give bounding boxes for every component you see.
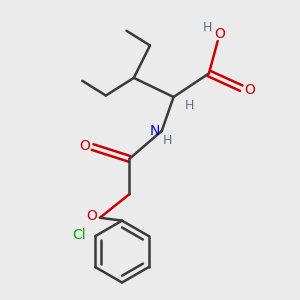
Text: O: O [79, 139, 90, 153]
Text: H: H [162, 134, 172, 147]
Text: O: O [244, 82, 255, 97]
Text: Cl: Cl [72, 228, 86, 242]
Text: N: N [149, 124, 160, 138]
Text: H: H [203, 21, 212, 34]
Text: H: H [185, 99, 194, 112]
Text: O: O [86, 209, 97, 223]
Text: O: O [214, 27, 225, 41]
